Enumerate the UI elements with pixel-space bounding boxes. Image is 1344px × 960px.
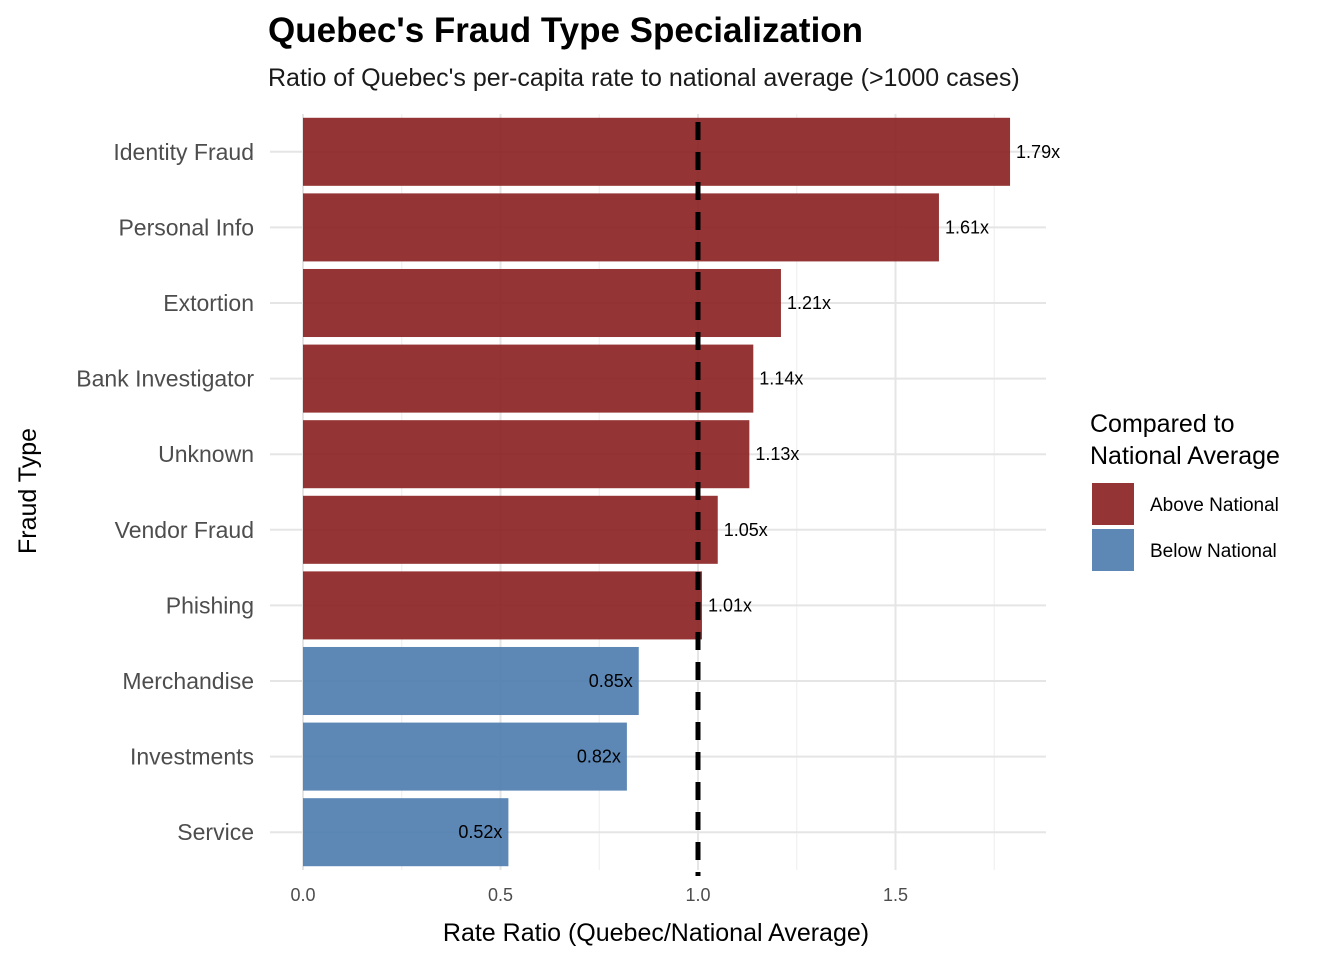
legend-label: Above National [1150, 495, 1279, 516]
bars [303, 117, 1011, 867]
bar-investments [303, 722, 627, 791]
data-label: 1.79x [1016, 142, 1060, 162]
y-tick-label: Bank Investigator [76, 366, 254, 392]
data-label: 0.85x [589, 671, 633, 691]
bar-personal-info [303, 193, 939, 262]
y-tick-label: Merchandise [122, 668, 254, 694]
data-labels: 1.79x 1.61x 1.21x 1.14x 1.13x 1.05x 1.01x 0.85x… [458, 142, 1060, 842]
bar-merchandise [303, 646, 639, 716]
chart-subtitle: Ratio of Quebec's per-capita rate to nat… [268, 64, 1020, 92]
y-tick-label: Investments [130, 744, 254, 770]
x-tick-label: 1.0 [685, 885, 710, 905]
bar-service [303, 798, 509, 867]
y-axis-ticks: Identity Fraud Personal Info Extortion Bank… [76, 139, 254, 845]
legend-label: Below National [1150, 541, 1277, 562]
bar-identity-fraud [303, 117, 1011, 186]
legend: Compared to National Average Above Natio… [1090, 410, 1280, 571]
data-label: 1.05x [724, 520, 768, 540]
data-label: 1.61x [945, 217, 989, 237]
chart-title: Quebec's Fraud Type Specialization [268, 11, 863, 50]
bar-vendor-fraud [303, 495, 718, 564]
data-label: 1.14x [759, 369, 803, 389]
y-tick-label: Personal Info [118, 214, 254, 240]
x-axis-title: Rate Ratio (Quebec/National Average) [443, 919, 869, 947]
y-tick-label: Service [177, 819, 254, 845]
legend-title-line1: Compared to [1090, 410, 1235, 438]
y-axis-title: Fraud Type [14, 428, 42, 554]
y-tick-label: Unknown [158, 441, 254, 467]
bar-unknown [303, 420, 750, 489]
legend-entries: Above National Below National [1092, 483, 1279, 571]
legend-swatch [1092, 529, 1134, 571]
legend-title-line2: National Average [1090, 442, 1280, 470]
x-tick-label: 0.5 [488, 885, 513, 905]
data-label: 1.21x [787, 293, 831, 313]
x-tick-label: 0.0 [290, 885, 315, 905]
data-label: 1.13x [755, 444, 799, 464]
y-tick-label: Vendor Fraud [115, 517, 254, 543]
x-tick-label: 1.5 [883, 885, 908, 905]
y-tick-label: Phishing [166, 592, 254, 618]
data-label: 0.82x [577, 747, 621, 767]
data-label: 1.01x [708, 595, 752, 615]
y-tick-label: Extortion [163, 290, 254, 316]
x-axis-ticks: 0.0 0.5 1.0 1.5 [290, 885, 908, 905]
bar-bank-investigator [303, 344, 754, 413]
bar-extortion [303, 268, 781, 338]
bar-phishing [303, 571, 702, 640]
data-label: 0.52x [458, 822, 502, 842]
legend-swatch [1092, 483, 1134, 525]
y-tick-label: Identity Fraud [113, 139, 254, 165]
